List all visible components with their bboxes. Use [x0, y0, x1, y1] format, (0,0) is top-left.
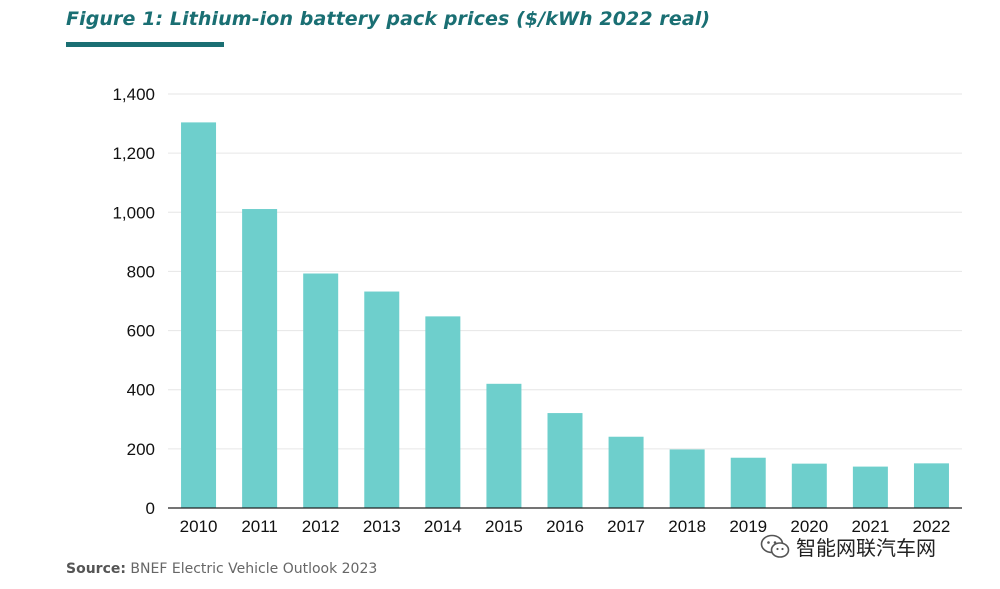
x-tick-label: 2020: [790, 517, 828, 536]
source-text: BNEF Electric Vehicle Outlook 2023: [125, 561, 378, 577]
y-tick-label: 600: [127, 322, 155, 341]
bar-2015: [486, 383, 522, 508]
bar-2021: [852, 466, 888, 508]
bars: [181, 122, 949, 509]
y-axis: 0 200 400 600 800 1,000 1,200 1,400: [112, 85, 155, 518]
bar-2018: [669, 449, 705, 508]
y-tick-label: 1,000: [112, 203, 155, 222]
x-tick-label: 2016: [546, 517, 584, 536]
gridlines: [168, 93, 962, 450]
bar-2019: [730, 457, 766, 508]
y-tick-label: 1,200: [112, 144, 155, 163]
bar-2020: [791, 463, 827, 508]
chart-title: Figure 1: Lithium-ion battery pack price…: [66, 8, 711, 30]
y-tick-label: 800: [127, 262, 155, 281]
title-underline: [66, 42, 224, 47]
x-tick-label: 2019: [729, 517, 767, 536]
watermark: 智能网联汽车网: [760, 532, 936, 561]
x-tick-label: 2011: [241, 517, 278, 536]
x-tick-label: 2018: [668, 517, 706, 536]
x-tick-label: 2022: [913, 517, 951, 536]
bar-2011: [242, 209, 278, 509]
x-tick-label: 2013: [363, 517, 401, 536]
bar-2010: [181, 122, 217, 508]
x-tick-label: 2015: [485, 517, 523, 536]
source-label: Source:: [66, 561, 126, 577]
bar-2016: [547, 413, 583, 508]
wechat-icon: [760, 534, 790, 558]
x-tick-label: 2014: [424, 517, 462, 536]
bar-2013: [364, 291, 400, 508]
x-axis: 2010 2011 2012 2013 2014 2015 2016 2017 2018 2019…: [168, 507, 962, 536]
y-tick-label: 0: [146, 499, 155, 518]
source-note: Source: BNEF Electric Vehicle Outlook 20…: [66, 561, 377, 577]
y-tick-label: 400: [127, 381, 155, 400]
bar-2014: [425, 316, 461, 508]
bar-2022: [913, 463, 949, 508]
x-tick-label: 2012: [302, 517, 340, 536]
bar-2017: [608, 436, 644, 508]
bar-2012: [303, 273, 339, 508]
x-tick-label: 2017: [607, 517, 645, 536]
watermark-text: 智能网联汽车网: [796, 536, 936, 560]
y-tick-label: 200: [127, 440, 155, 459]
y-tick-label: 1,400: [112, 85, 155, 104]
x-tick-label: 2010: [180, 517, 218, 536]
x-tick-label: 2021: [851, 517, 889, 536]
